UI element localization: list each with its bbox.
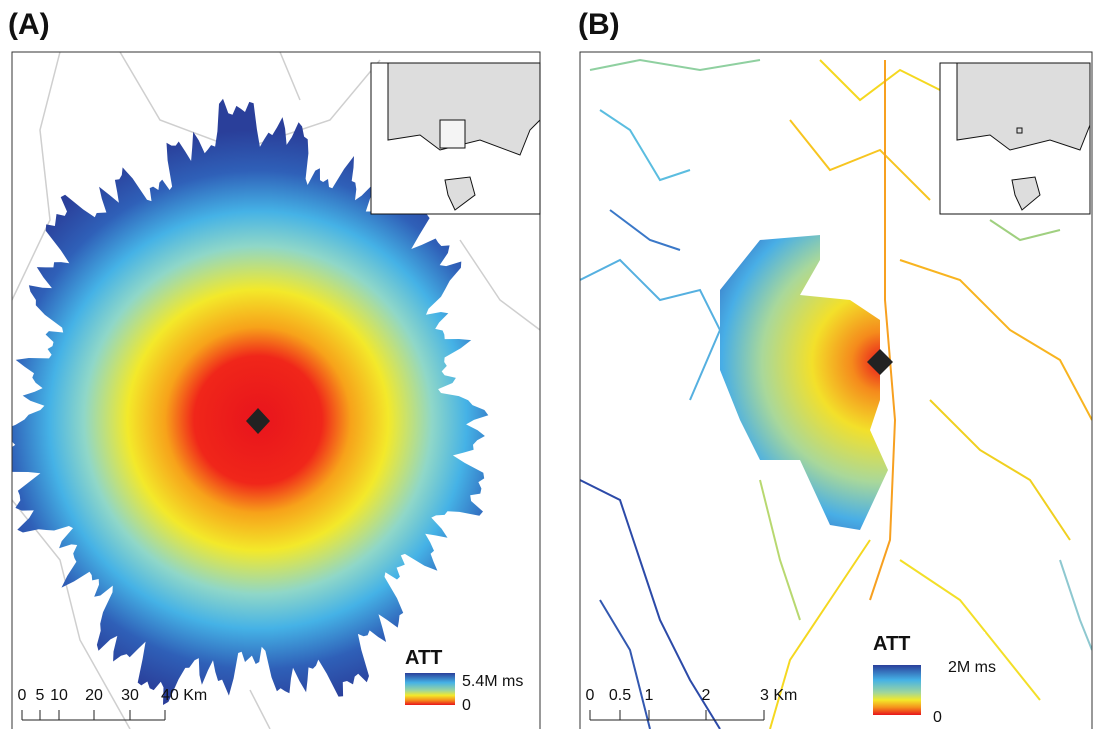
extent-box (440, 120, 465, 148)
inset-a (371, 63, 540, 214)
legend-max: 5.4M ms (462, 673, 523, 690)
scale-label: 3 Km (760, 687, 797, 704)
panel-label: (A) (8, 8, 50, 41)
legend-min: 0 (462, 697, 471, 714)
legend-max: 2M ms (948, 659, 996, 676)
legend-bar (873, 665, 921, 715)
scale-label: 0 (586, 687, 595, 704)
scale-label: 0.5 (609, 687, 631, 704)
legend-bar (405, 673, 455, 705)
scale-label: 5 (36, 687, 45, 704)
scale-label: 1 (645, 687, 654, 704)
legend-a: ATT 5.4M ms 0 (397, 647, 523, 714)
figure: (A) (B) (0, 0, 1102, 729)
legend-title: ATT (405, 647, 442, 669)
land (957, 63, 1090, 150)
scale-label: 20 (85, 687, 103, 704)
scale-label: 30 (121, 687, 139, 704)
legend-b: ATT 2M ms 0 (865, 632, 996, 726)
legend-title: ATT (873, 633, 910, 655)
legend-min: 0 (933, 709, 942, 726)
inset-b (940, 63, 1090, 214)
panel-label: (B) (578, 8, 620, 41)
scale-label: 2 (702, 687, 711, 704)
scale-label: 40 Km (161, 687, 207, 704)
scale-label: 0 (18, 687, 27, 704)
scale-label: 10 (50, 687, 68, 704)
